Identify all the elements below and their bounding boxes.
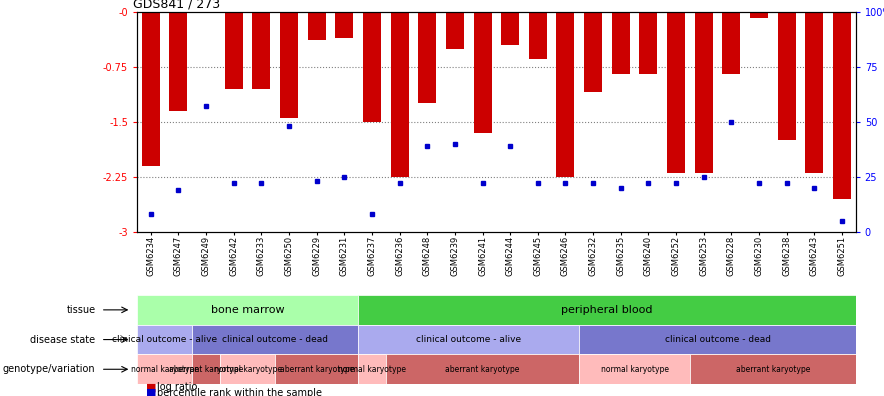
- Bar: [280, 12, 298, 118]
- Bar: [695, 12, 713, 173]
- Text: peripheral blood: peripheral blood: [561, 305, 652, 315]
- Text: aberrant karyotype: aberrant karyotype: [735, 365, 810, 374]
- Text: aberrant karyotype: aberrant karyotype: [446, 365, 520, 374]
- Bar: [253, 12, 271, 89]
- Text: GDS841 / 273: GDS841 / 273: [133, 0, 220, 11]
- Bar: [418, 12, 436, 103]
- Bar: [193, 354, 220, 384]
- Text: genotype/variation: genotype/variation: [3, 364, 95, 374]
- Bar: [335, 12, 354, 38]
- Text: disease state: disease state: [30, 335, 95, 345]
- Bar: [722, 12, 740, 74]
- Bar: [501, 12, 519, 45]
- Bar: [667, 12, 685, 173]
- Bar: [474, 12, 492, 133]
- Text: normal karyotype: normal karyotype: [131, 365, 199, 374]
- Text: clinical outcome - dead: clinical outcome - dead: [222, 335, 328, 344]
- Text: bone marrow: bone marrow: [210, 305, 285, 315]
- Bar: [220, 354, 275, 384]
- Bar: [358, 325, 579, 354]
- Text: clinical outcome - alive: clinical outcome - alive: [112, 335, 217, 344]
- Bar: [446, 12, 464, 48]
- Bar: [579, 354, 690, 384]
- Text: normal karyotype: normal karyotype: [214, 365, 282, 374]
- Bar: [275, 354, 358, 384]
- Bar: [363, 12, 381, 122]
- Bar: [639, 12, 658, 74]
- Bar: [137, 325, 193, 354]
- Bar: [579, 325, 856, 354]
- Bar: [778, 12, 796, 140]
- Text: normal karyotype: normal karyotype: [338, 365, 406, 374]
- Bar: [391, 12, 408, 177]
- Text: aberrant karyotype: aberrant karyotype: [169, 365, 243, 374]
- Text: normal karyotype: normal karyotype: [600, 365, 668, 374]
- Bar: [750, 12, 768, 18]
- Bar: [385, 354, 579, 384]
- Text: tissue: tissue: [66, 305, 95, 315]
- Text: log ratio: log ratio: [157, 382, 198, 392]
- Text: clinical outcome - alive: clinical outcome - alive: [416, 335, 522, 344]
- Bar: [308, 12, 325, 40]
- Bar: [358, 354, 385, 384]
- Bar: [193, 325, 358, 354]
- Bar: [170, 12, 187, 111]
- Bar: [805, 12, 823, 173]
- Bar: [197, 12, 215, 13]
- Text: ■: ■: [146, 388, 156, 396]
- Bar: [358, 295, 856, 325]
- Bar: [690, 354, 856, 384]
- Bar: [529, 12, 547, 59]
- Bar: [137, 354, 193, 384]
- Bar: [557, 12, 575, 177]
- Text: aberrant karyotype: aberrant karyotype: [279, 365, 354, 374]
- Bar: [141, 12, 160, 166]
- Bar: [584, 12, 602, 92]
- Text: ■: ■: [146, 382, 156, 392]
- Text: percentile rank within the sample: percentile rank within the sample: [157, 388, 323, 396]
- Bar: [137, 295, 358, 325]
- Bar: [833, 12, 851, 199]
- Bar: [612, 12, 629, 74]
- Bar: [225, 12, 243, 89]
- Text: clinical outcome - dead: clinical outcome - dead: [665, 335, 771, 344]
